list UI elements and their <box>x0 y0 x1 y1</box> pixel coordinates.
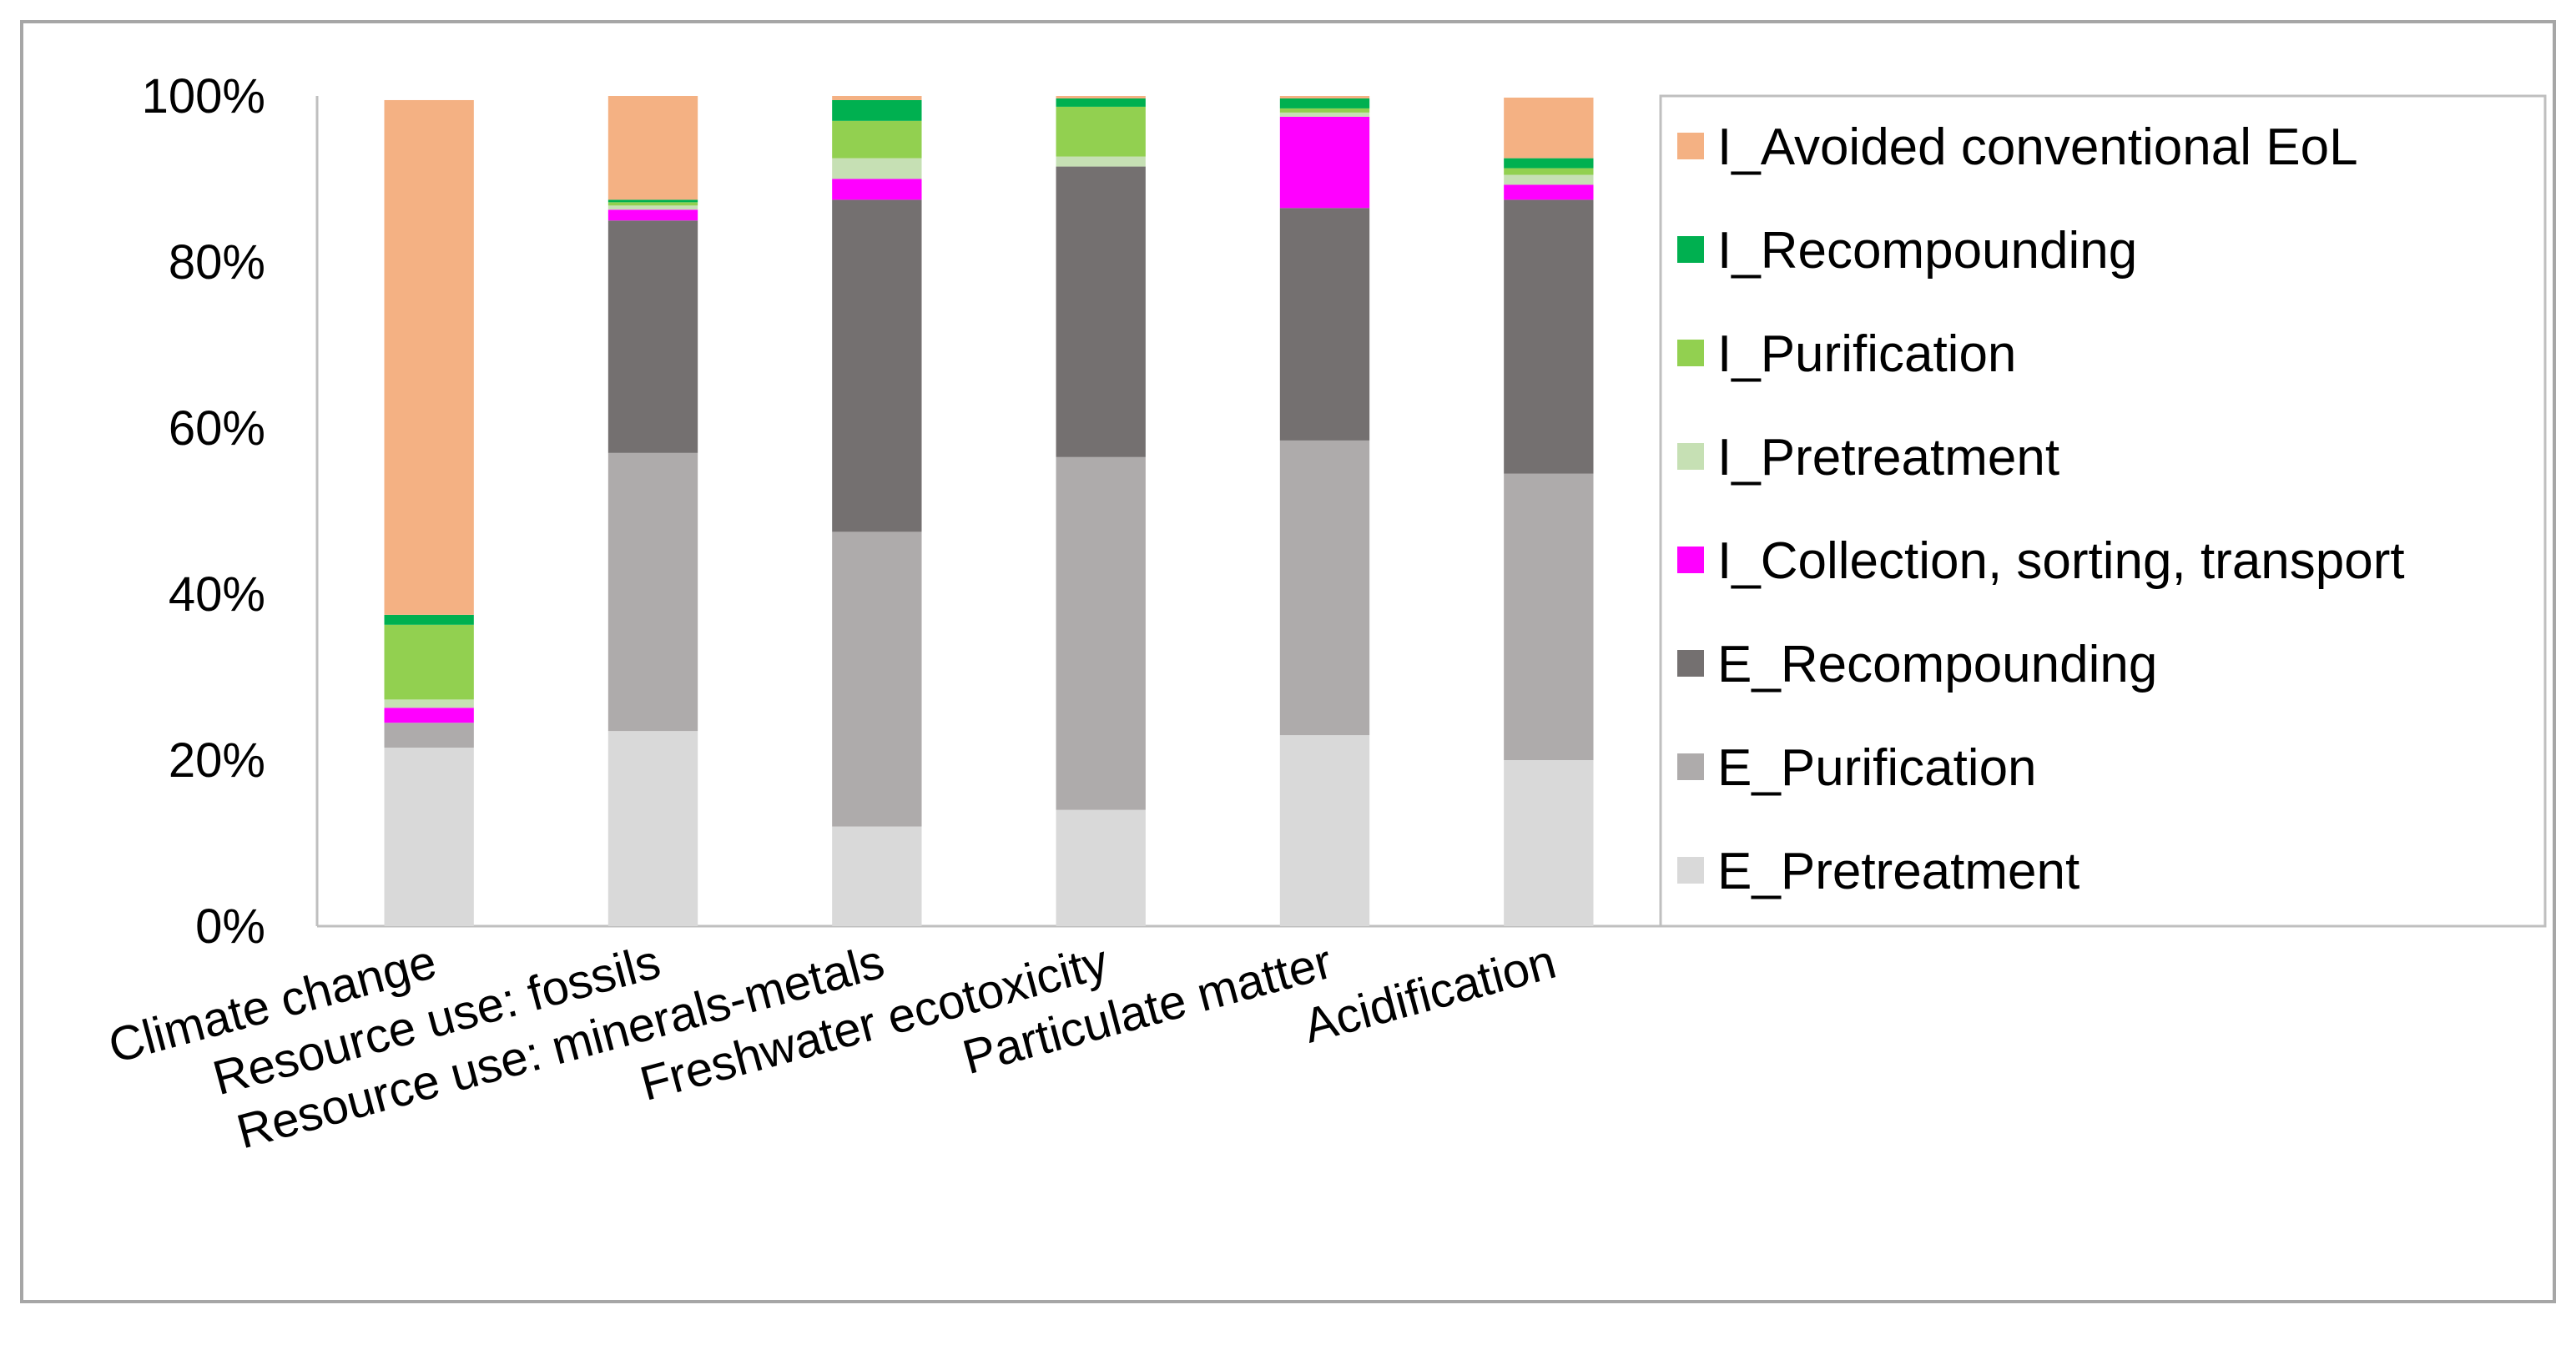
legend: I_Avoided conventional EoL I_Recompoundin… <box>1659 94 2547 928</box>
bar-segment[interactable] <box>1279 116 1370 209</box>
bar-segment[interactable] <box>832 179 922 200</box>
bar-segment[interactable] <box>832 531 922 827</box>
bar-segment[interactable] <box>384 708 474 723</box>
legend-label: E_Pretreatment <box>1717 843 2079 900</box>
bar-segment[interactable] <box>1056 166 1146 457</box>
y-tick-label: 60% <box>169 401 265 456</box>
legend-label: I_Avoided conventional EoL <box>1717 118 2358 176</box>
legend-label: E_Purification <box>1717 739 2037 797</box>
bar-segment[interactable] <box>1504 174 1594 185</box>
bar-segment[interactable] <box>832 120 922 159</box>
legend-swatch <box>1677 340 1704 366</box>
bar-segment[interactable] <box>1504 199 1594 474</box>
bar-segment[interactable] <box>1504 473 1594 760</box>
bar-segment[interactable] <box>1504 97 1594 159</box>
legend-swatch <box>1677 857 1704 884</box>
bar-segment[interactable] <box>607 199 698 203</box>
bar-segment[interactable] <box>384 748 474 926</box>
legend-swatch <box>1677 236 1704 263</box>
bar-segment[interactable] <box>1279 440 1370 736</box>
y-tick-label: 100% <box>142 69 265 123</box>
bar-segment[interactable] <box>1279 112 1370 117</box>
bar-segment[interactable] <box>384 99 474 615</box>
bar-segment[interactable] <box>1504 760 1594 926</box>
bar-segment[interactable] <box>832 158 922 179</box>
bar-segment[interactable] <box>1504 184 1594 200</box>
y-tick-label: 0% <box>195 899 265 954</box>
legend-swatch <box>1677 650 1704 677</box>
bar-segment[interactable] <box>1504 158 1594 169</box>
legend-label: I_Collection, sorting, transport <box>1717 532 2405 590</box>
bar-segment[interactable] <box>1279 208 1370 441</box>
bar-segment[interactable] <box>607 452 698 732</box>
bar-segment[interactable] <box>1504 168 1594 175</box>
bar-segment[interactable] <box>832 826 922 926</box>
bar-segment[interactable] <box>832 99 922 121</box>
legend-label: E_Recompounding <box>1717 636 2157 693</box>
bar-segment[interactable] <box>607 202 698 206</box>
bar-segment[interactable] <box>1056 106 1146 157</box>
bar-segment[interactable] <box>384 699 474 708</box>
bar-segment[interactable] <box>607 209 698 221</box>
bar-segment[interactable] <box>1056 456 1146 810</box>
legend-swatch <box>1677 547 1704 573</box>
bar-segment[interactable] <box>1279 96 1370 98</box>
legend-frame <box>1659 94 2547 928</box>
legend-swatch <box>1677 753 1704 780</box>
bar-segment[interactable] <box>384 723 474 748</box>
bar-segment[interactable] <box>832 96 922 100</box>
legend-label: I_Pretreatment <box>1717 429 2059 486</box>
bar-segment[interactable] <box>384 624 474 700</box>
legend-swatch <box>1677 133 1704 159</box>
bar-segment[interactable] <box>1056 98 1146 107</box>
bar-segment[interactable] <box>607 731 698 926</box>
bar-segment[interactable] <box>1056 156 1146 167</box>
bar-segment[interactable] <box>384 614 474 625</box>
bar-segment[interactable] <box>607 96 698 200</box>
y-tick-label: 80% <box>169 235 265 290</box>
bar-segment[interactable] <box>1056 809 1146 926</box>
bar-segment[interactable] <box>607 220 698 453</box>
bar-segment[interactable] <box>832 199 922 532</box>
legend-label: I_Recompounding <box>1717 222 2137 280</box>
legend-label: I_Purification <box>1717 325 2016 383</box>
bar-segment[interactable] <box>1279 735 1370 926</box>
bar-segment[interactable] <box>1279 98 1370 108</box>
bar-segment[interactable] <box>1056 96 1146 98</box>
bar-segment[interactable] <box>1279 108 1370 113</box>
y-tick-label: 20% <box>169 733 265 788</box>
y-tick-label: 40% <box>169 567 265 622</box>
legend-swatch <box>1677 443 1704 470</box>
bar-segment[interactable] <box>607 205 698 210</box>
